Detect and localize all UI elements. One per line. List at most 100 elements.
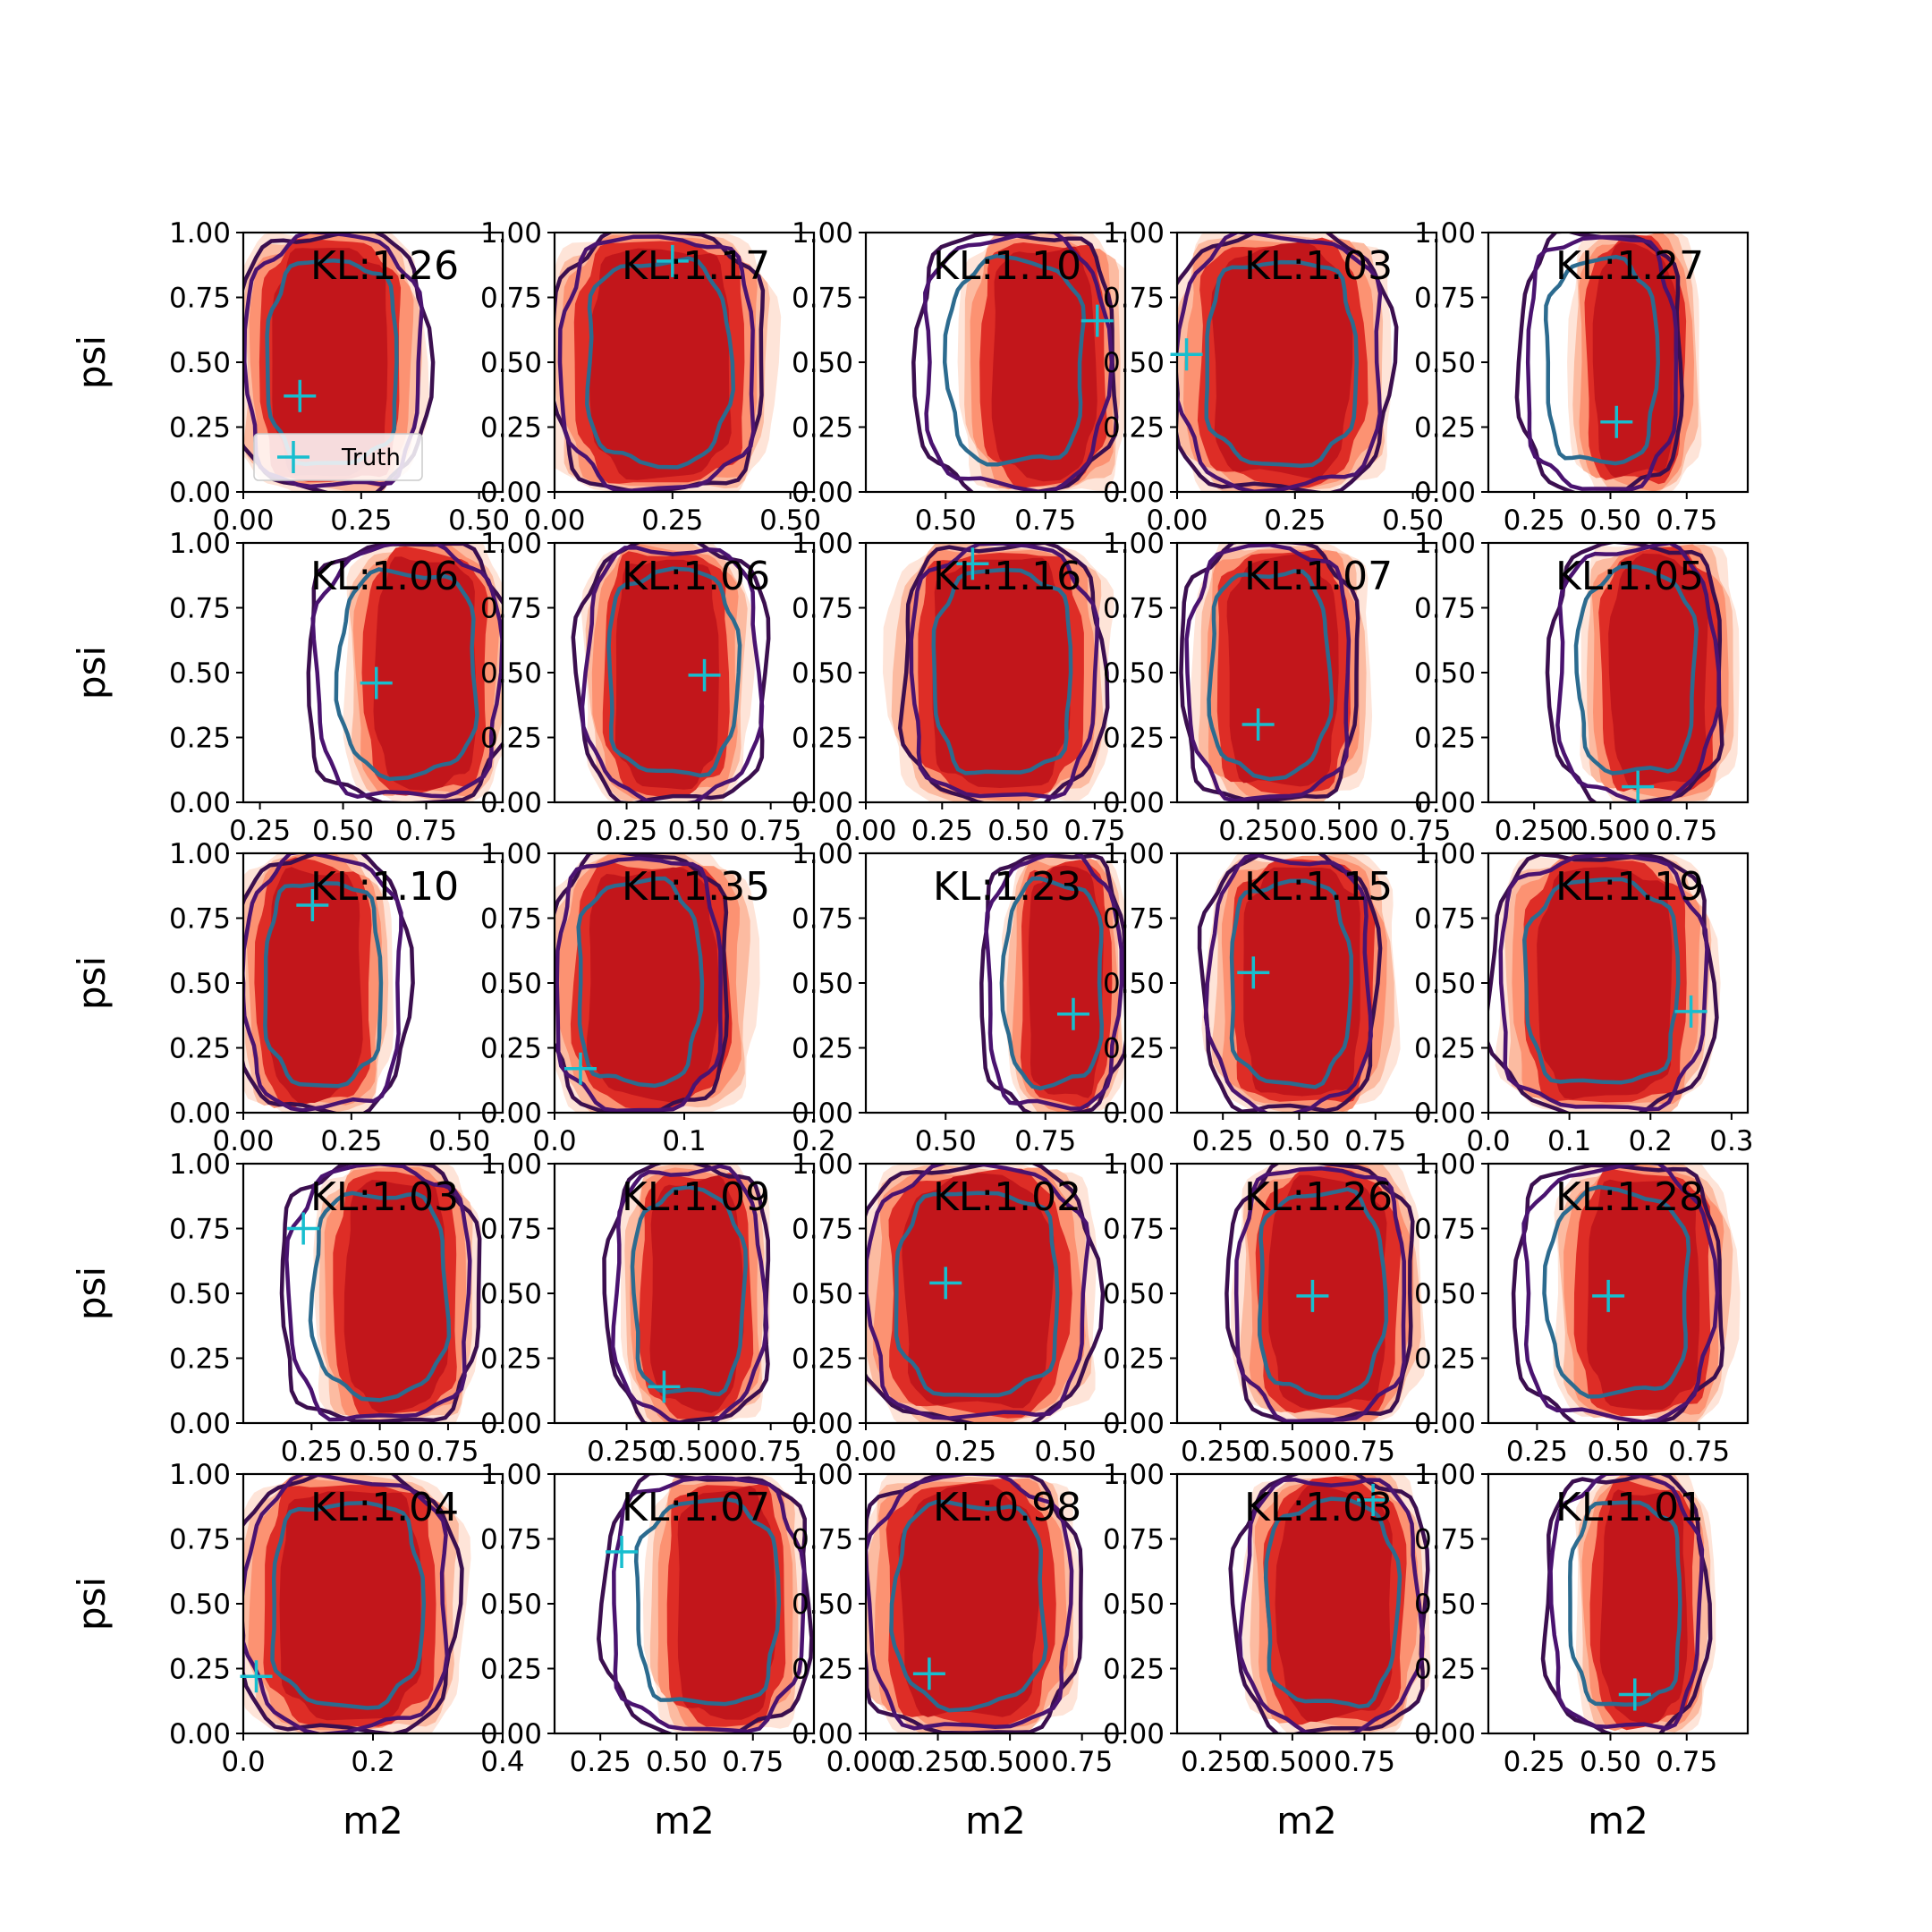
y-tick-label: 0.25 [792,412,853,445]
contour-line-level-0 [1179,543,1360,802]
contour-line-level-2 [1573,564,1699,775]
y-tick-label: 0.50 [480,968,542,1000]
contour-line-level-0 [1177,233,1399,492]
plot-area [243,853,415,1113]
contour-line-level-1 [1521,1164,1720,1423]
y-tick-label: 1.00 [1414,1148,1476,1181]
y-tick-label: 0.00 [480,1408,542,1440]
x-tick-label: 0.75 [1334,1436,1395,1468]
density-fill-level-4 [373,556,477,791]
contour-line-level-0 [602,1164,771,1423]
x-tick-label: 0.50 [1268,1125,1330,1157]
y-tick-label: 0.25 [792,723,853,755]
y-tick-label: 0.00 [792,1097,853,1130]
y-tick-label: 1.00 [1414,838,1476,870]
density-fill-level-4 [589,248,732,480]
density-fill-level-4 [1537,867,1673,1100]
x-tick-label: 0.75 [417,1436,479,1468]
contour-line-level-1 [555,856,723,1113]
truth-marker [656,244,689,277]
panel-grid: 0.000.250.500.751.000.00 0.25 0.50KL:1.26p… [70,217,1754,1843]
plot-area [555,233,782,492]
plot-area [1179,543,1373,802]
plot-area [1511,1164,1741,1423]
y-tick-label: 0.00 [1103,787,1165,819]
contour-line-level-2 [1522,877,1681,1085]
y-tick-label: 0.75 [1103,593,1165,625]
kl-annotation: KL:1.06 [622,554,770,599]
y-tick-label: 0.75 [1414,903,1476,936]
contour-line-level-1 [1233,1166,1407,1423]
x-tick-label: 0.75 [740,1436,801,1468]
x-tick-label: 0.75 [1014,504,1076,537]
truth-marker [284,379,317,412]
contour-line-level-1 [1237,1478,1425,1733]
contour-line-level-2 [1543,254,1660,466]
y-tick-label: 0.25 [480,1343,542,1376]
plot-area [279,1164,482,1423]
density-fill-level-4 [1587,1179,1700,1411]
x-tick-label: 0.250 [1218,815,1298,847]
x-tick-label: 0.75 [1063,815,1125,847]
y-tick-label: 0.00 [480,477,542,509]
x-tick-label: 0.75 [1668,1436,1730,1468]
y-tick-label: 1.00 [1414,528,1476,560]
y-tick-label: 1.00 [169,217,231,250]
contour-line-level-2 [576,876,705,1089]
kl-annotation: KL:1.16 [933,554,1081,599]
y-tick-label: 0.00 [480,1097,542,1130]
y-tick-label: 1.00 [480,1148,542,1181]
y-tick-label: 0.25 [1414,1033,1476,1065]
y-tick-label: 0.75 [480,1524,542,1556]
y-tick-label: 1.00 [480,217,542,250]
panel-r0-c3: 0.00 0.25 0.50 0.75 1.00 0.00 0.25 0.50 KL:1.03 [1103,217,1444,537]
x-tick-label: 0.25 [229,815,291,847]
y-tick-label: 0.25 [1103,412,1165,445]
y-tick-label: 0.50 [480,1589,542,1621]
y-tick-label: 0.25 [1414,723,1476,755]
kl-annotation: KL:1.17 [622,243,770,289]
y-tick-label: 0.25 [1103,1033,1165,1065]
contour-line-level-1 [557,234,756,492]
y-tick-label: 0.00 [792,787,853,819]
y-tick-label: 0.50 [169,347,231,379]
y-tick-label: 0.50 [1414,347,1476,379]
x-tick-label: 0.500 [1253,1746,1333,1778]
x-tick-label: 0.4 [480,1746,524,1778]
contour-line-level-2 [999,876,1105,1091]
density-fill-level-4 [343,1180,449,1413]
panel-r0-c4: 0.00 0.25 0.50 0.75 1.00 0.25 0.50 0.75 KL:1.27 [1414,217,1750,537]
contour-line-level-1 [923,233,1114,492]
truth-marker [240,1660,273,1693]
y-tick-label: 1.00 [169,528,231,560]
x-tick-label: 0.50 [759,504,821,537]
truth-marker [929,1267,962,1300]
density-fill-level-4 [649,1175,744,1413]
plot-area [1197,853,1401,1113]
y-tick-label: 0.75 [1414,1214,1476,1246]
y-tick-label: 1.00 [792,838,853,870]
y-tick-label: 0.25 [1414,412,1476,445]
panel-r0-c0: 0.00 0.25 0.50 0.75 1.00 0.00 0.25 0.50 KL:1.26 p… [70,217,510,537]
density-fill-level-4 [1243,867,1360,1097]
y-tick-label: 0.75 [792,593,853,625]
density-fill-level-4 [932,557,1071,788]
contour-line-level-1 [243,233,424,489]
contour-line-level-0 [555,853,729,1113]
contour-line-level-1 [580,546,765,802]
x-tick-label: 0.25 [1506,1436,1568,1468]
contour-line-level-2 [931,567,1073,775]
plot-area [571,543,771,802]
x-tick-label: 0.75 [1656,1746,1717,1778]
x-tick-label: 0.25 [281,1436,343,1468]
x-tick-label: 0.00 [212,1125,274,1157]
y-tick-label: 0.75 [169,1214,231,1246]
contour-line-level-1 [243,853,403,1113]
y-tick-label: 0.25 [169,412,231,445]
y-tick-label: 1.00 [169,838,231,870]
y-tick-label: 0.75 [169,283,231,315]
contour-line-level-2 [1568,1500,1682,1707]
plot-area [243,233,436,492]
